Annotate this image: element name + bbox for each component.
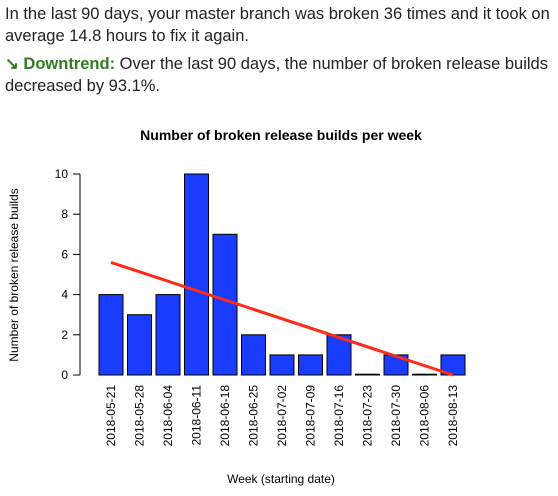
trend-text: Over the last 90 days, the number of bro… [5,55,548,95]
trend-statement: ↘ Downtrend: Over the last 90 days, the … [5,53,555,97]
x-tick-label-2018-08-13: 2018-08-13 [446,385,460,447]
bar-2018-06-18 [212,233,238,376]
downtrend-arrow-icon: ↘ [5,55,19,73]
x-tick-label-2018-07-23: 2018-07-23 [361,385,375,447]
bars-group [98,173,466,376]
bar-2018-06-04 [155,294,181,376]
x-tick-label-2018-06-11: 2018-06-11 [190,385,204,446]
bar-2018-06-11 [184,173,209,376]
bar-2018-05-21 [98,294,124,376]
bar-2018-07-23 [355,373,380,376]
x-tick-label-2018-07-16: 2018-07-16 [332,385,346,447]
x-tick-label-2018-08-06: 2018-08-06 [418,385,432,447]
bar-2018-05-28 [127,314,152,376]
trend-label: Downtrend: [23,55,116,73]
trend-line [110,261,454,377]
bar-2018-07-02 [269,354,295,376]
y-tick-label-0: 0 [61,368,68,382]
x-axis-label: Week (starting date) [227,472,335,486]
bar-2018-06-25 [241,334,266,376]
chart-title: Number of broken release builds per week [140,127,422,143]
y-tick-label-6: 6 [61,247,68,261]
x-tick-label-2018-05-28: 2018-05-28 [133,385,147,447]
summary-text: In the last 90 days, your master branch … [5,5,550,45]
x-tick-label-2018-06-18: 2018-06-18 [218,385,232,447]
x-tick-label-2018-07-02: 2018-07-02 [275,385,289,447]
x-tick-label-2018-06-04: 2018-06-04 [161,385,175,447]
x-tick-label-2018-07-30: 2018-07-30 [389,385,403,447]
x-tick-label-2018-07-09: 2018-07-09 [304,385,318,447]
x-tick-label-2018-06-25: 2018-06-25 [247,385,261,447]
y-axis: 0 2 4 6 8 10 [55,167,81,382]
bar-2018-08-06 [412,373,437,376]
y-tick-label-8: 8 [61,207,68,221]
bar-2018-07-09 [298,354,323,376]
y-axis-label: Number of broken release builds [7,188,21,361]
y-tick-label-2: 2 [61,328,68,342]
y-tick-label-4: 4 [61,288,68,302]
y-tick-label-10: 10 [55,167,69,181]
x-axis-ticks: 2018-05-21 2018-05-28 2018-06-04 2018-06-11… [104,385,460,447]
x-tick-label-2018-05-21: 2018-05-21 [104,385,118,447]
